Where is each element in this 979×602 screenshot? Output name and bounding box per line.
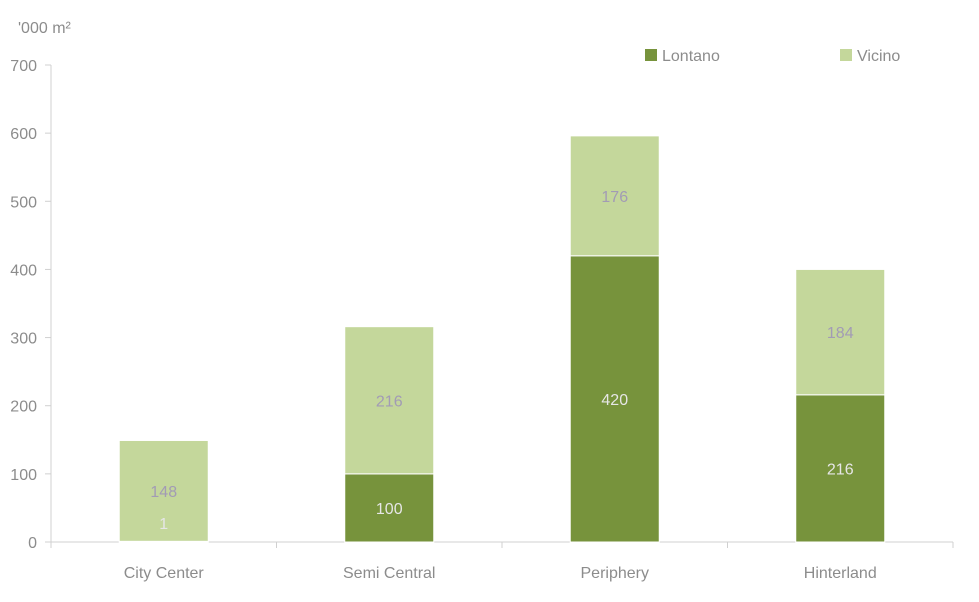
y-tick-label: 500 xyxy=(10,194,37,211)
bars: 1 148 100 216 420 176 216 184 xyxy=(118,135,886,543)
bar-vicino xyxy=(569,135,660,257)
y-axis: 0 100 200 300 400 500 600 700 xyxy=(10,58,52,552)
data-label-vicino: 184 xyxy=(827,325,854,342)
unit-label: '000 m² xyxy=(18,20,72,37)
y-tick-label: 0 xyxy=(28,535,37,552)
x-tick-label: Semi Central xyxy=(343,565,435,582)
data-label-vicino: 216 xyxy=(376,393,403,410)
data-label-vicino: 148 xyxy=(150,484,177,501)
bar-lontano xyxy=(795,394,886,543)
x-tick-label: City Center xyxy=(124,565,205,582)
data-label-lontano: 216 xyxy=(827,461,854,478)
legend: Lontano Vicino xyxy=(645,48,900,65)
y-tick-label: 100 xyxy=(10,467,37,484)
data-label-lontano: 420 xyxy=(601,392,628,409)
x-tick-label: Periphery xyxy=(581,565,649,582)
y-tick-label: 400 xyxy=(10,262,37,279)
y-tick-label: 200 xyxy=(10,399,37,416)
data-label-lontano: 1 xyxy=(159,516,168,533)
bar-lontano xyxy=(569,255,660,543)
bar-vicino xyxy=(795,268,886,396)
legend-swatch-vicino xyxy=(840,49,852,61)
data-label-lontano: 100 xyxy=(376,501,403,518)
x-axis: City Center Semi Central Periphery Hinterla… xyxy=(50,541,954,582)
y-tick-label: 600 xyxy=(10,126,37,143)
x-tick-label: Hinterland xyxy=(804,565,877,582)
legend-label-lontano: Lontano xyxy=(662,48,720,65)
y-tick-label: 300 xyxy=(10,331,37,348)
legend-swatch-lontano xyxy=(645,49,657,61)
bar-vicino xyxy=(118,439,209,542)
y-tick-label: 700 xyxy=(10,58,37,75)
data-label-vicino: 176 xyxy=(601,189,628,206)
bar-vicino xyxy=(344,326,435,475)
legend-label-vicino: Vicino xyxy=(857,48,900,65)
bar-lontano xyxy=(344,473,435,543)
